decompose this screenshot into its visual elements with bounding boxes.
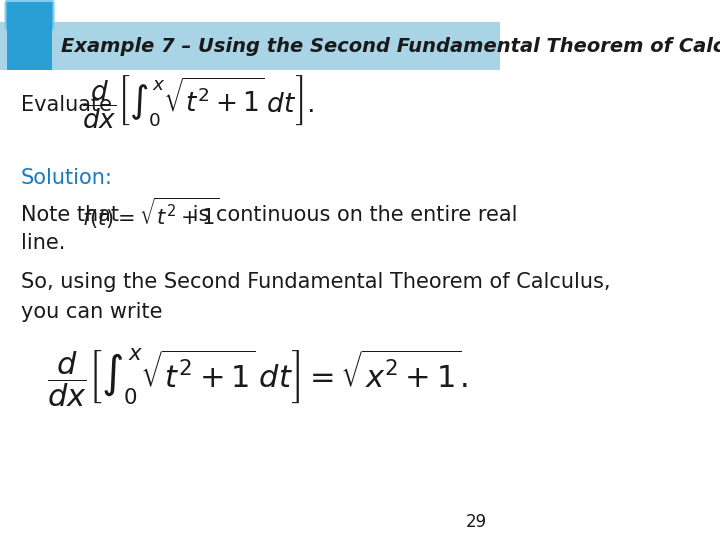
Text: So, using the Second Fundamental Theorem of Calculus,: So, using the Second Fundamental Theorem… [21,272,611,292]
Text: Evaluate: Evaluate [21,95,112,115]
FancyBboxPatch shape [6,1,53,30]
Text: 29: 29 [465,513,487,531]
FancyBboxPatch shape [0,22,500,70]
Text: you can write: you can write [21,302,162,322]
Text: Note that: Note that [21,205,125,225]
Text: $\dfrac{d}{dx}\left[\int_0^x \sqrt{t^2+1}\, dt\right].$: $\dfrac{d}{dx}\left[\int_0^x \sqrt{t^2+1… [82,73,314,131]
Text: Example 7 – Using the Second Fundamental Theorem of Calculus: Example 7 – Using the Second Fundamental… [61,37,720,57]
FancyBboxPatch shape [7,22,52,70]
Text: line.: line. [21,233,66,253]
Text: is continuous on the entire real: is continuous on the entire real [186,205,518,225]
Text: $\dfrac{d}{dx}\left[\int_0^x \sqrt{t^2+1}\, dt\right] = \sqrt{x^2+1}.$: $\dfrac{d}{dx}\left[\int_0^x \sqrt{t^2+1… [47,347,467,409]
Text: $f(t) = \sqrt{t^2+1}$: $f(t) = \sqrt{t^2+1}$ [82,195,220,231]
Text: Solution:: Solution: [21,168,113,188]
